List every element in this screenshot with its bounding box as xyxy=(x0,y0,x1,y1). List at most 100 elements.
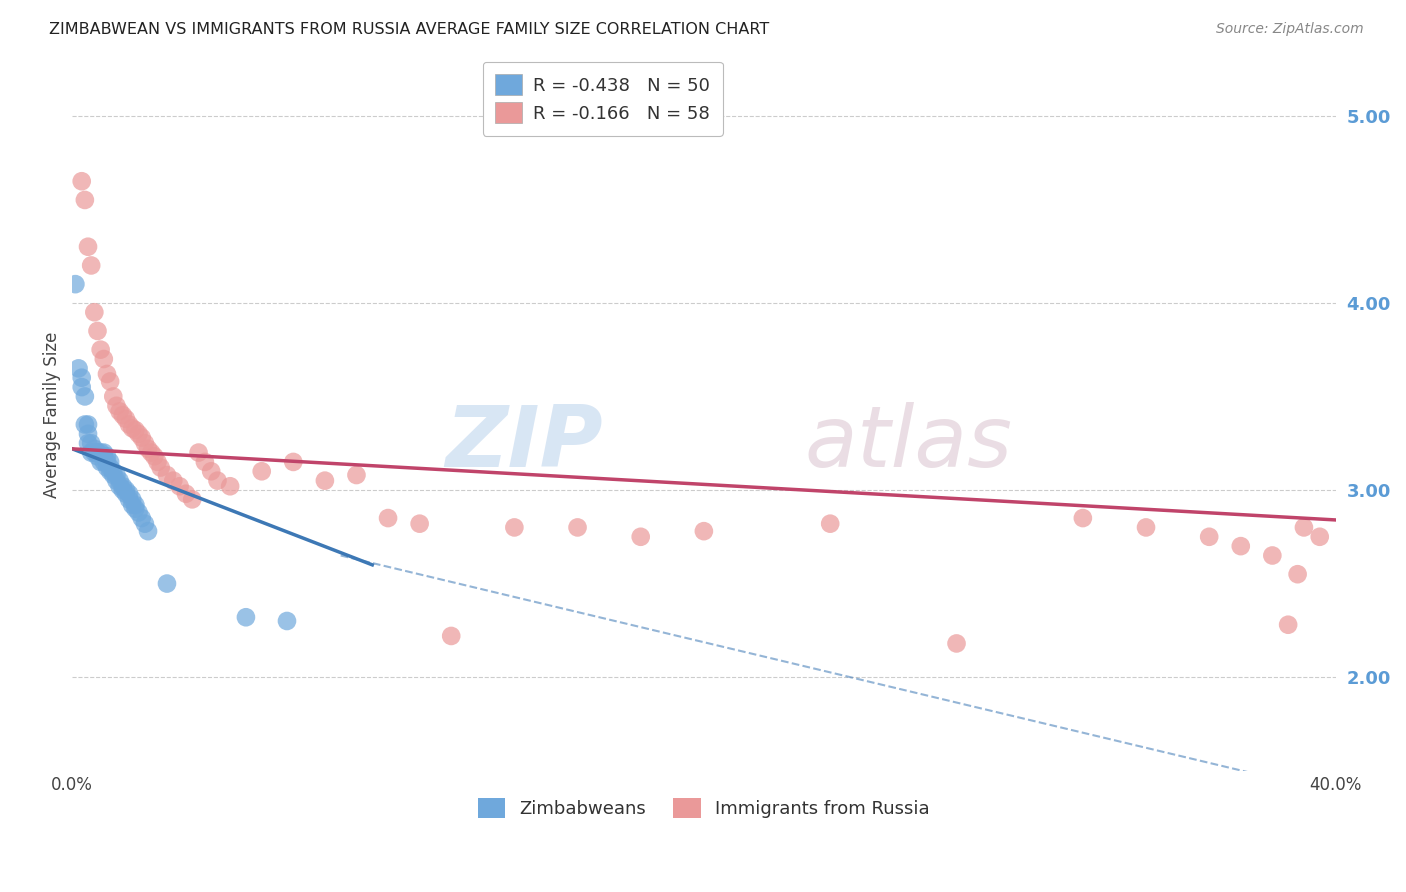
Point xyxy=(73,193,96,207)
Point xyxy=(93,450,115,464)
Point xyxy=(408,516,430,531)
Point xyxy=(77,436,100,450)
Point xyxy=(128,505,150,519)
Point xyxy=(80,445,103,459)
Point xyxy=(77,240,100,254)
Point xyxy=(121,492,143,507)
Point xyxy=(111,408,134,422)
Point xyxy=(103,464,125,478)
Point xyxy=(131,431,153,445)
Point xyxy=(131,511,153,525)
Point xyxy=(65,277,87,292)
Point xyxy=(1135,520,1157,534)
Point xyxy=(314,474,336,488)
Point xyxy=(181,492,204,507)
Point xyxy=(118,417,141,432)
Point xyxy=(1292,520,1315,534)
Point xyxy=(108,479,131,493)
Point xyxy=(115,412,138,426)
Point xyxy=(156,468,179,483)
Point xyxy=(70,370,93,384)
Point xyxy=(70,380,93,394)
Point xyxy=(103,389,125,403)
Point xyxy=(143,450,166,464)
Point xyxy=(111,483,134,497)
Point xyxy=(96,455,118,469)
Point xyxy=(86,324,108,338)
Point xyxy=(118,492,141,507)
Point xyxy=(146,455,169,469)
Point xyxy=(1229,539,1251,553)
Point xyxy=(83,305,105,319)
Point xyxy=(945,636,967,650)
Point xyxy=(124,498,146,512)
Point xyxy=(93,351,115,366)
Text: atlas: atlas xyxy=(806,402,1012,485)
Point xyxy=(283,455,305,469)
Point xyxy=(86,450,108,464)
Point xyxy=(156,576,179,591)
Point xyxy=(219,479,242,493)
Point xyxy=(105,474,128,488)
Point xyxy=(108,404,131,418)
Point xyxy=(80,436,103,450)
Point xyxy=(86,445,108,459)
Point xyxy=(103,468,125,483)
Point xyxy=(118,487,141,501)
Point xyxy=(90,455,112,469)
Point xyxy=(630,530,652,544)
Point xyxy=(96,367,118,381)
Point xyxy=(105,468,128,483)
Point xyxy=(134,516,156,531)
Point xyxy=(136,524,159,538)
Point xyxy=(121,421,143,435)
Point xyxy=(174,487,197,501)
Point xyxy=(235,610,257,624)
Point xyxy=(121,498,143,512)
Point xyxy=(1198,530,1220,544)
Point xyxy=(124,423,146,437)
Point xyxy=(111,479,134,493)
Point xyxy=(83,442,105,456)
Point xyxy=(818,516,841,531)
Point xyxy=(73,417,96,432)
Point xyxy=(377,511,399,525)
Point xyxy=(162,474,184,488)
Y-axis label: Average Family Size: Average Family Size xyxy=(44,332,60,499)
Point xyxy=(80,259,103,273)
Point xyxy=(503,520,526,534)
Point xyxy=(1261,549,1284,563)
Point xyxy=(136,442,159,456)
Point xyxy=(67,361,90,376)
Legend: Zimbabweans, Immigrants from Russia: Zimbabweans, Immigrants from Russia xyxy=(471,790,936,826)
Point xyxy=(115,487,138,501)
Point xyxy=(83,445,105,459)
Point xyxy=(276,614,298,628)
Point xyxy=(250,464,273,478)
Point xyxy=(187,445,209,459)
Point xyxy=(194,455,217,469)
Point xyxy=(693,524,716,538)
Point xyxy=(93,445,115,459)
Point xyxy=(207,474,229,488)
Point xyxy=(124,501,146,516)
Point xyxy=(1286,567,1309,582)
Point xyxy=(346,468,368,483)
Point xyxy=(77,417,100,432)
Point xyxy=(115,483,138,497)
Point xyxy=(98,460,121,475)
Point xyxy=(128,426,150,441)
Point xyxy=(77,426,100,441)
Point xyxy=(90,445,112,459)
Point xyxy=(96,460,118,475)
Point xyxy=(86,445,108,459)
Point xyxy=(141,445,163,459)
Point xyxy=(200,464,222,478)
Point xyxy=(108,474,131,488)
Point xyxy=(105,399,128,413)
Point xyxy=(90,343,112,357)
Text: ZIMBABWEAN VS IMMIGRANTS FROM RUSSIA AVERAGE FAMILY SIZE CORRELATION CHART: ZIMBABWEAN VS IMMIGRANTS FROM RUSSIA AVE… xyxy=(49,22,769,37)
Point xyxy=(1277,617,1299,632)
Point xyxy=(567,520,589,534)
Point xyxy=(1071,511,1094,525)
